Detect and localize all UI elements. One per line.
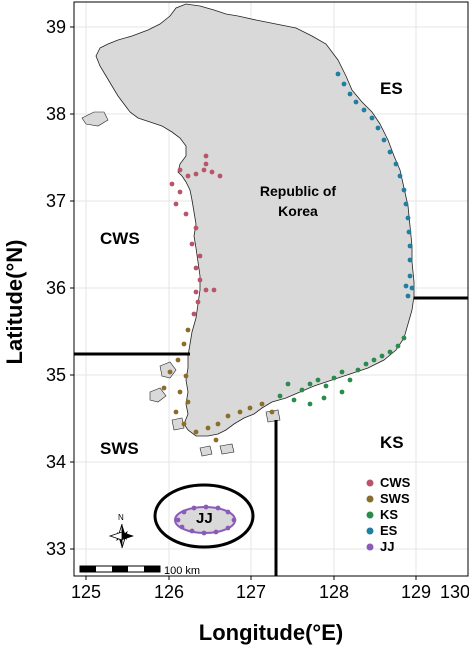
region-label-cws: CWS <box>100 229 140 248</box>
plot-border <box>73 1 469 577</box>
x-tick-label: 129 <box>401 582 431 602</box>
points-sws <box>161 327 275 443</box>
y-axis-title: Latitude(°N) <box>2 240 27 365</box>
region-label-ks: KS <box>380 433 404 452</box>
x-tick-label: 130 <box>440 582 469 602</box>
points-cws <box>169 153 223 317</box>
legend-swatch-jj <box>366 543 374 551</box>
y-tick-labels: 33 34 35 36 37 38 39 <box>46 17 66 559</box>
x-tick-label: 125 <box>71 582 101 602</box>
island-ganghwa <box>81 111 109 127</box>
points-es <box>335 71 415 299</box>
north-arrow-icon: N <box>108 513 134 549</box>
y-tick-label: 33 <box>46 539 66 559</box>
x-tick-label: 126 <box>154 582 184 602</box>
legend-label-sws: SWS <box>380 491 410 506</box>
legend-label-jj: JJ <box>380 539 394 554</box>
legend-label-ks: KS <box>380 507 398 522</box>
legend-swatch-es <box>366 527 374 535</box>
region-label-sws: SWS <box>100 439 139 458</box>
island-s-2 <box>265 409 281 423</box>
x-axis-title: Longitude(°E) <box>199 620 343 645</box>
axis-ticks <box>70 26 417 580</box>
country-label-line1: Republic of <box>260 183 337 199</box>
legend-swatch-ks <box>366 511 374 519</box>
y-tick-label: 35 <box>46 365 66 385</box>
jeju-highlight-ellipse <box>153 483 255 549</box>
region-label-jj: JJ <box>196 510 213 527</box>
legend-swatch-sws <box>366 495 374 503</box>
points-jj <box>175 504 237 536</box>
island-s-3 <box>199 445 213 457</box>
y-tick-label: 38 <box>46 104 66 124</box>
island-sw-2 <box>149 387 167 403</box>
legend-swatch-cws <box>366 479 374 487</box>
scale-bar-label: 100 km <box>164 565 200 577</box>
y-tick-label: 39 <box>46 17 66 37</box>
country-label-line2: Korea <box>278 203 318 219</box>
sampling-points <box>161 71 415 536</box>
legend: CWS SWS KS ES JJ <box>366 475 411 554</box>
legend-label-es: ES <box>380 523 398 538</box>
region-boundaries <box>74 296 468 576</box>
x-tick-label: 127 <box>236 582 266 602</box>
x-tick-labels: 125 126 127 128 129 130 <box>71 582 469 602</box>
island-sw-3 <box>171 417 185 431</box>
island-sw-1 <box>159 361 177 379</box>
y-tick-label: 36 <box>46 278 66 298</box>
north-arrow-label: N <box>118 513 124 522</box>
region-label-es: ES <box>380 79 403 98</box>
island-s-1 <box>219 443 235 455</box>
y-tick-label: 34 <box>46 452 66 472</box>
legend-label-cws: CWS <box>380 475 411 490</box>
scale-bar: 100 km <box>79 565 200 577</box>
x-tick-label: 128 <box>319 582 349 602</box>
points-ks <box>277 335 407 407</box>
y-tick-label: 37 <box>46 191 66 211</box>
